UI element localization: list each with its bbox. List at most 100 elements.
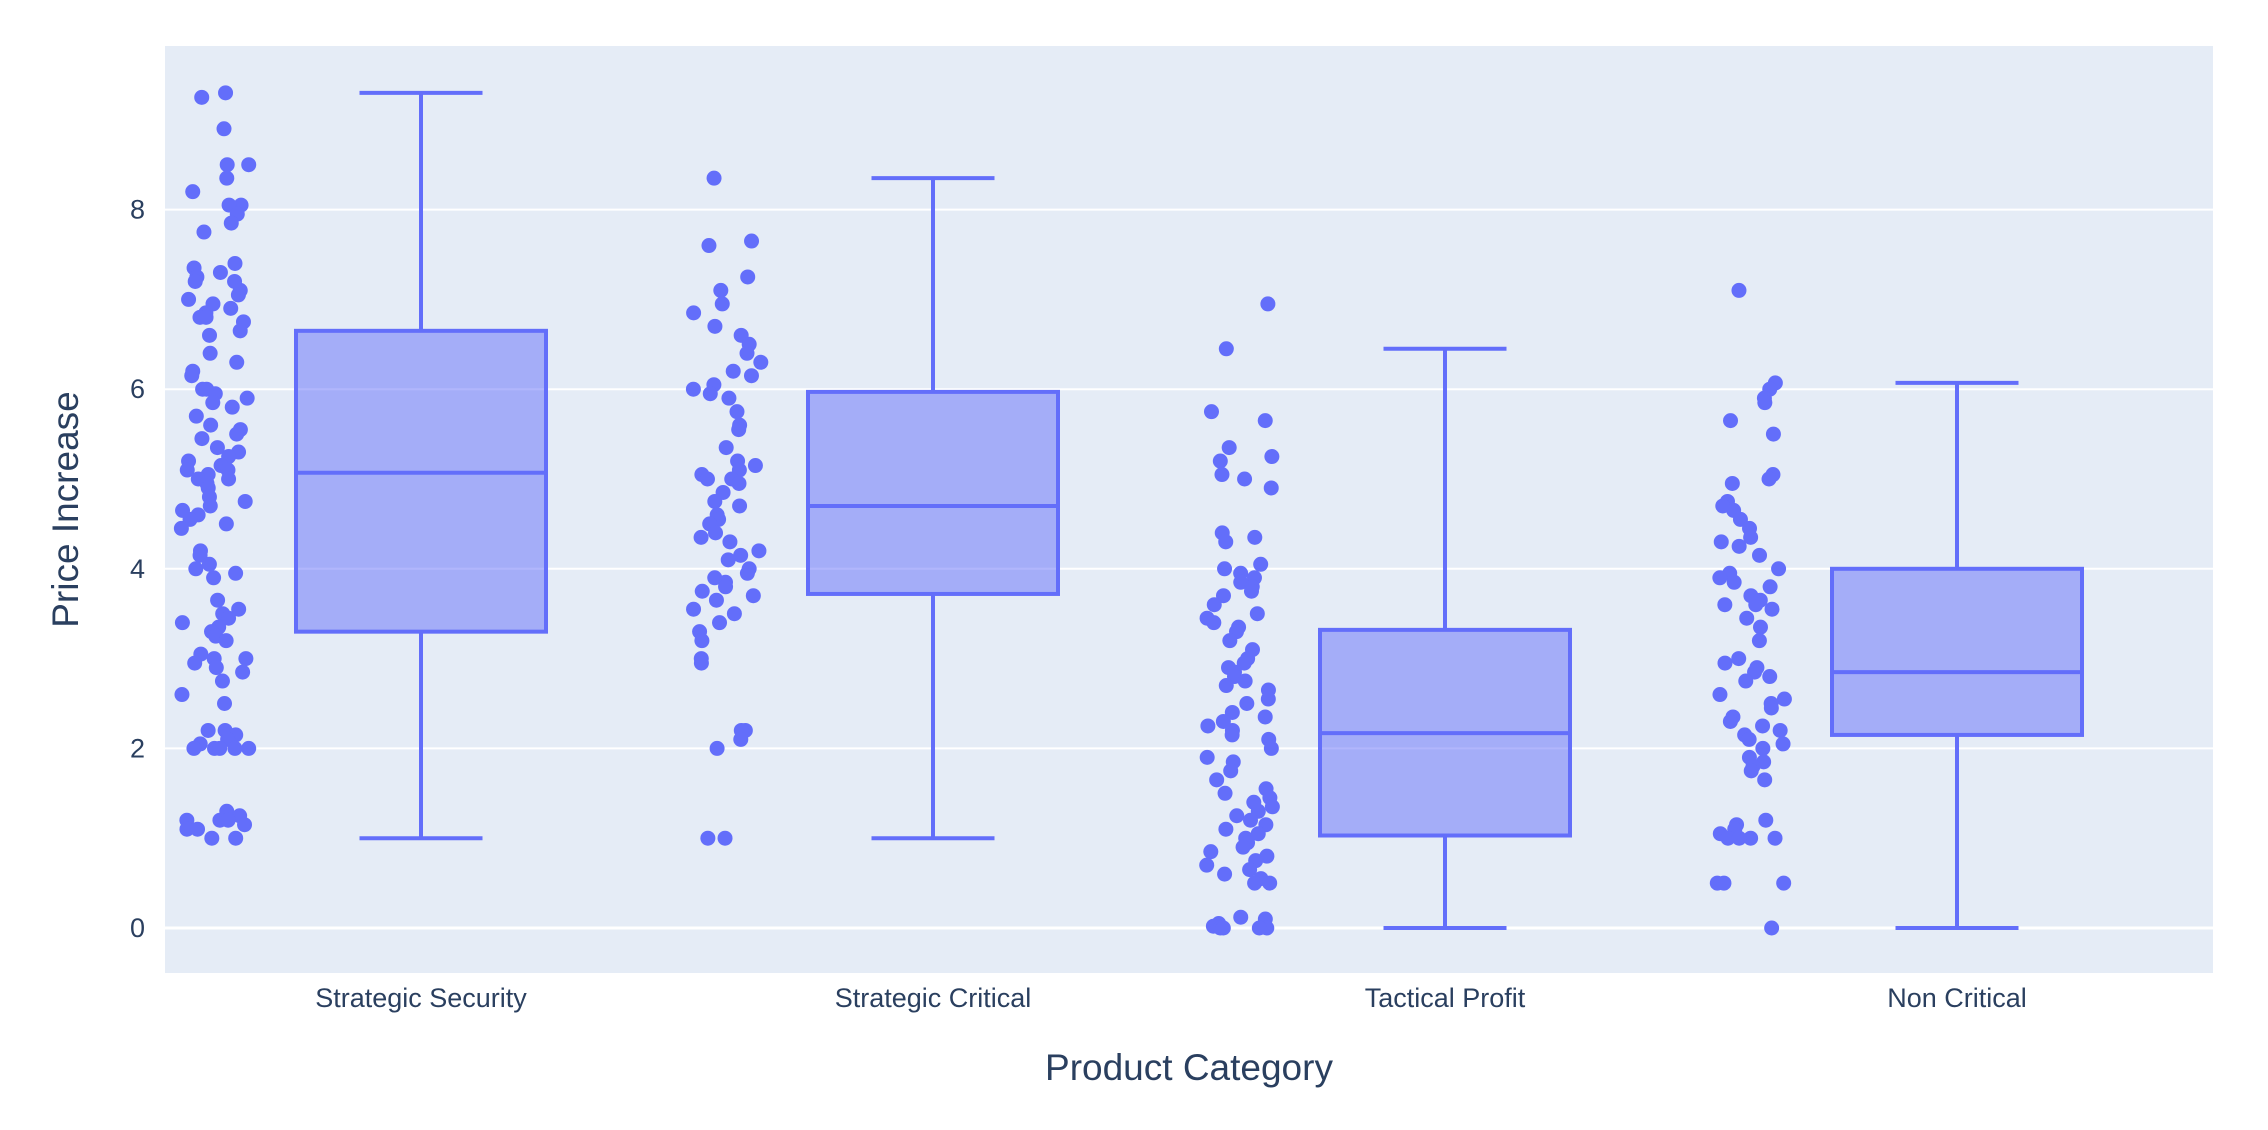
data-point	[190, 821, 206, 837]
data-point	[1260, 691, 1276, 707]
data-point	[720, 552, 736, 568]
data-point	[1757, 395, 1773, 411]
data-point	[212, 740, 228, 756]
data-point	[747, 458, 763, 474]
data-point	[700, 830, 716, 846]
data-point	[1739, 610, 1755, 626]
data-point	[173, 520, 189, 536]
data-point	[1249, 606, 1265, 622]
data-point	[212, 264, 228, 280]
data-point	[1738, 673, 1754, 689]
y-axis-title: Price Increase	[45, 391, 86, 628]
y-tick-label: 0	[130, 913, 145, 943]
data-point	[1716, 875, 1732, 891]
data-point	[708, 592, 724, 608]
data-point	[1743, 830, 1759, 846]
data-point	[216, 121, 232, 137]
data-point	[729, 404, 745, 420]
box-iqr	[1830, 566, 2084, 737]
data-point	[1755, 718, 1771, 734]
data-point	[1239, 696, 1255, 711]
data-point	[1776, 875, 1792, 891]
data-point	[227, 740, 243, 756]
data-point	[224, 399, 240, 415]
data-point	[205, 395, 221, 411]
data-point	[722, 534, 738, 550]
data-point	[1259, 848, 1275, 864]
data-point	[1726, 574, 1742, 590]
data-point	[1247, 875, 1263, 891]
data-point	[1199, 749, 1215, 765]
data-point	[1764, 601, 1780, 617]
data-point	[1731, 830, 1747, 846]
data-point	[694, 583, 710, 599]
data-point	[1236, 655, 1252, 671]
data-point	[1242, 862, 1258, 878]
data-point	[733, 731, 749, 747]
data-point	[194, 89, 210, 105]
data-point	[707, 318, 723, 334]
data-point	[185, 184, 201, 200]
data-point	[238, 651, 254, 667]
data-point	[1229, 808, 1245, 824]
x-axis-title: Product Category	[1045, 1047, 1333, 1088]
data-point	[181, 291, 197, 307]
data-point	[1212, 453, 1228, 469]
data-point	[1224, 727, 1240, 743]
data-point	[1752, 619, 1768, 635]
data-point	[1755, 740, 1771, 756]
data-point	[718, 440, 734, 456]
data-point	[1215, 588, 1231, 604]
x-tick-label: Strategic Critical	[835, 983, 1032, 1013]
data-point	[1262, 875, 1278, 891]
data-point	[1206, 615, 1222, 631]
data-point	[1199, 857, 1215, 873]
data-point	[1203, 404, 1219, 420]
data-point	[1772, 722, 1788, 738]
box-3	[1830, 380, 2084, 930]
data-point	[1752, 547, 1768, 563]
data-point	[206, 570, 222, 586]
y-tick-label: 4	[130, 554, 145, 584]
data-point	[184, 368, 200, 384]
data-point	[740, 269, 756, 285]
data-point	[712, 615, 728, 631]
data-point	[1218, 821, 1234, 837]
data-point	[1722, 713, 1738, 729]
data-point	[1741, 731, 1757, 747]
data-point	[230, 287, 246, 303]
data-point	[203, 417, 219, 433]
data-point	[743, 368, 759, 384]
data-point	[186, 740, 202, 756]
data-point	[726, 606, 742, 622]
data-point	[732, 498, 748, 514]
data-point	[220, 812, 236, 828]
data-point	[1724, 475, 1740, 491]
data-point	[219, 170, 235, 186]
data-point	[1257, 413, 1273, 429]
box-iqr	[806, 389, 1060, 596]
data-point	[221, 471, 237, 487]
data-point	[194, 431, 210, 447]
data-point	[713, 282, 729, 298]
data-point	[202, 498, 218, 514]
data-point	[1214, 467, 1230, 483]
data-point	[709, 740, 725, 756]
data-point	[202, 327, 218, 343]
jitter-points	[173, 85, 1792, 936]
data-point	[1253, 556, 1269, 572]
data-point	[1731, 282, 1747, 298]
data-point	[725, 363, 741, 379]
data-point	[1237, 673, 1253, 689]
data-point	[210, 592, 226, 608]
data-point	[187, 273, 203, 289]
data-point	[179, 821, 195, 837]
data-point	[198, 309, 214, 325]
data-point	[1776, 691, 1792, 707]
data-point	[733, 547, 749, 563]
data-point	[1748, 597, 1764, 613]
data-point	[1233, 909, 1249, 925]
data-point	[1250, 826, 1266, 842]
